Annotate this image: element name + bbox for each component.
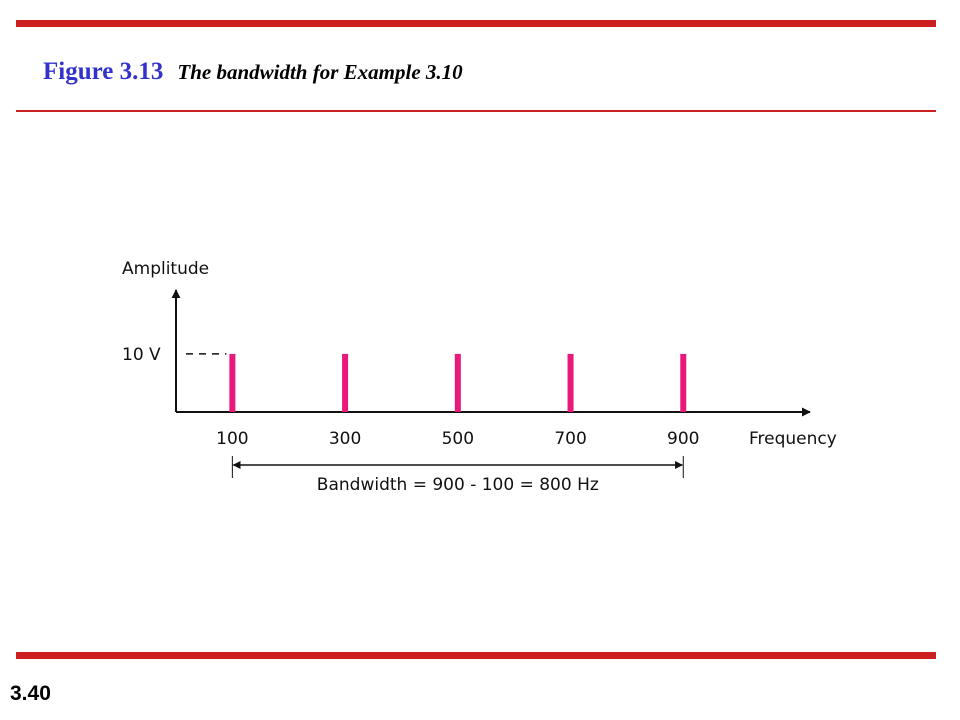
x-axis-label: Frequency [749, 429, 837, 449]
x-tick-label: 900 [667, 429, 699, 449]
title-underline [16, 110, 936, 112]
slide-title: Figure 3.13 The bandwidth for Example 3.1… [43, 58, 463, 86]
spectrum-bar [567, 353, 574, 412]
x-tick-label: 300 [329, 429, 361, 449]
top-accent-bar [16, 20, 936, 27]
bottom-accent-bar [16, 652, 936, 659]
spectrum-bar [454, 353, 461, 412]
x-tick-label: 700 [554, 429, 586, 449]
x-tick-labels: 100 300 500 700 900 [216, 429, 699, 449]
spectrum-bar [342, 353, 349, 412]
spectrum-bar [680, 353, 687, 412]
bandwidth-label: Bandwidth = 900 - 100 = 800 Hz [317, 475, 599, 495]
figure-caption: The bandwidth for Example 3.10 [177, 60, 463, 84]
x-tick-label: 100 [216, 429, 248, 449]
spectrum-bar [229, 353, 236, 412]
spectrum-bars [229, 353, 687, 412]
page-number: 3.40 [10, 682, 51, 705]
y-tick-label: 10 V [122, 345, 161, 365]
x-tick-label: 500 [442, 429, 474, 449]
figure-number: Figure 3.13 [43, 58, 164, 85]
y-axis-label: Amplitude [122, 259, 209, 279]
y-ticks: 10 V [122, 345, 227, 365]
bandwidth-annotation: Bandwidth = 900 - 100 = 800 Hz [231, 456, 684, 495]
